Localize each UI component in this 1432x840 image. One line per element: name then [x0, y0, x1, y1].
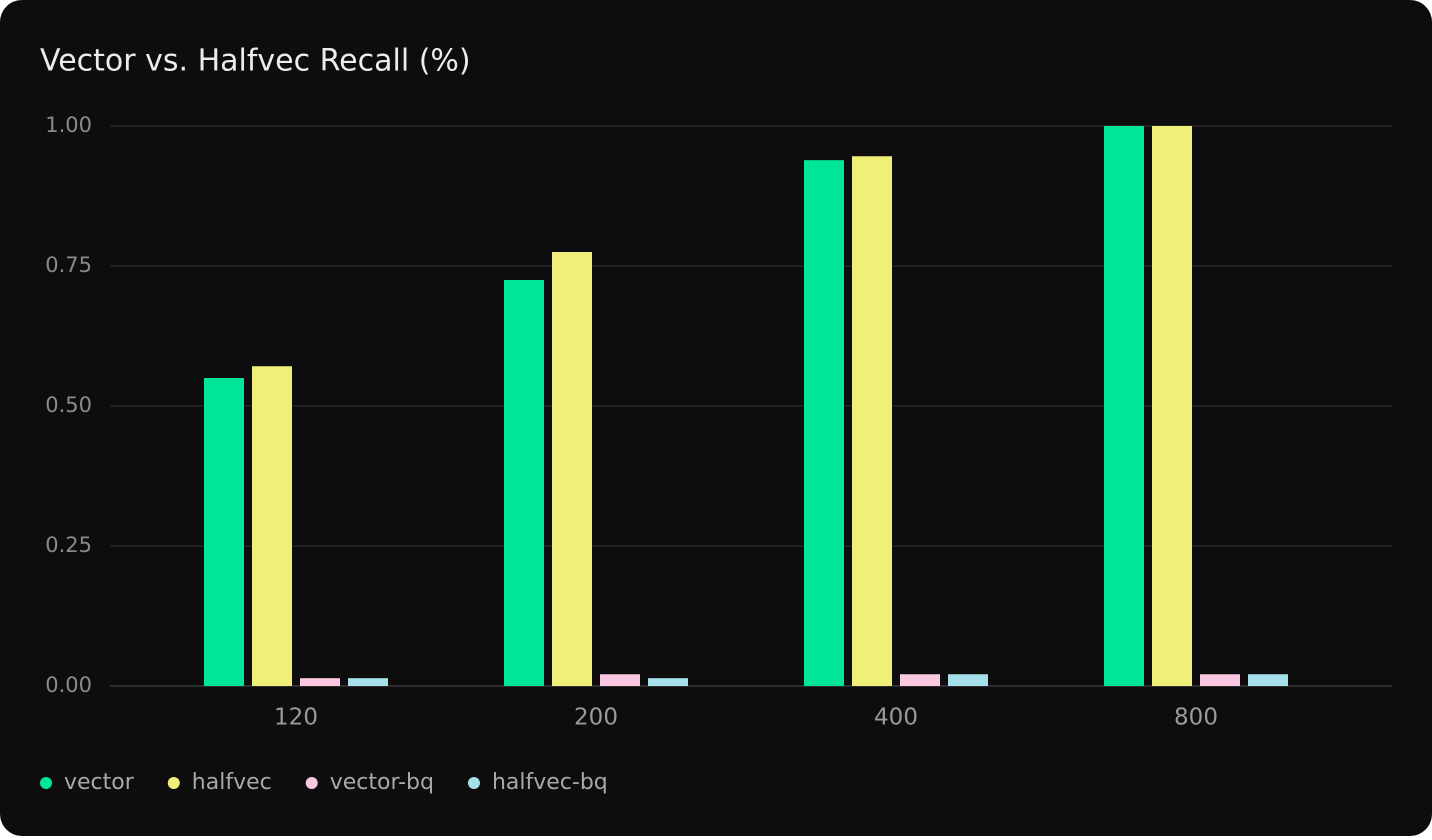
legend-label: vector-bq	[330, 770, 434, 795]
x-tick-label: 400	[874, 705, 918, 731]
bar	[900, 674, 940, 686]
bar	[504, 280, 544, 686]
legend-label: halfvec-bq	[492, 770, 608, 795]
bar	[1104, 126, 1144, 686]
legend-swatch	[40, 777, 52, 789]
legend-label: vector	[64, 770, 135, 795]
legend-swatch	[305, 777, 318, 789]
bar	[1152, 126, 1192, 686]
y-tick-label: 0.25	[45, 533, 92, 557]
bar	[948, 674, 988, 686]
bar	[252, 366, 292, 686]
bar	[852, 156, 892, 687]
bar	[300, 678, 340, 686]
y-tick-label: 0.50	[45, 393, 92, 417]
legend-swatch	[167, 777, 180, 789]
x-tick-label: 200	[574, 705, 618, 731]
bar	[1200, 674, 1240, 686]
legend-swatch	[467, 777, 480, 789]
legend-label: halfvec	[192, 770, 272, 795]
y-tick-label: 1.00	[45, 113, 92, 137]
bar	[204, 378, 244, 686]
y-tick-label: 0.00	[45, 673, 92, 697]
x-tick-label: 800	[1174, 705, 1218, 731]
bar	[552, 252, 592, 686]
bar	[648, 678, 688, 686]
chart-title: Vector vs. Halfvec Recall (%)	[40, 44, 471, 79]
bar	[348, 678, 388, 686]
bar	[804, 160, 844, 686]
bar	[1248, 674, 1288, 686]
x-tick-label: 120	[274, 705, 318, 731]
bar	[600, 674, 640, 686]
y-tick-label: 0.75	[45, 253, 92, 277]
